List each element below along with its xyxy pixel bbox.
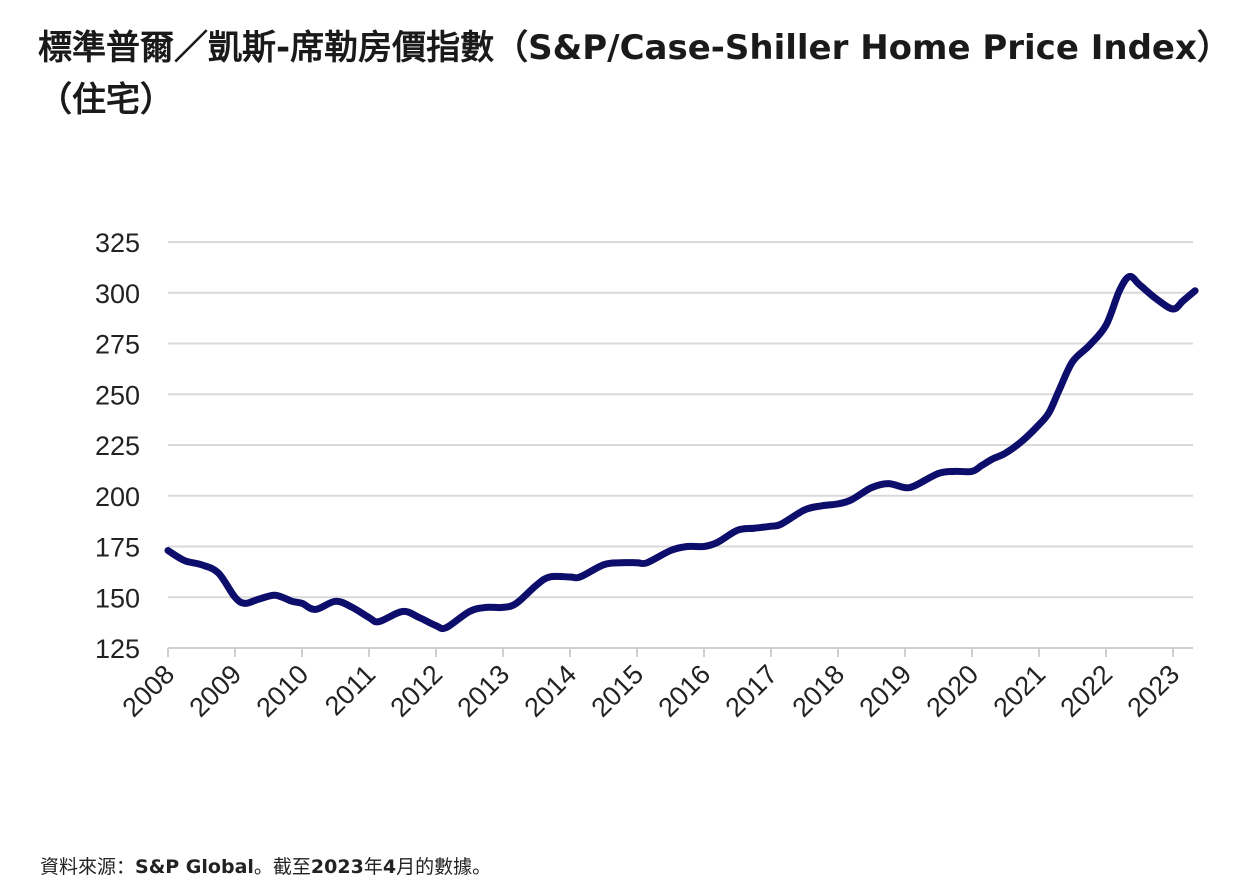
x-tick-label: 2011 [319,659,381,721]
x-tick-label: 2015 [586,659,650,723]
footnote-year: 2023 [310,856,364,878]
footnote-suffix: 月的數據。 [396,856,492,878]
y-tick-label: 175 [95,533,140,563]
footnote-source: S&P Global [135,856,254,878]
line-chart: 125 150 175 200 225 250 275 300 325 2008 2009 2010… [95,228,1199,723]
x-tick-label: 2020 [921,659,985,723]
x-tick-label: 2023 [1122,659,1186,723]
x-tick-label: 2014 [519,659,583,723]
y-tick-label: 225 [95,431,140,461]
x-tick-label: 2022 [1055,659,1119,723]
x-tick-label: 2013 [452,659,516,723]
footnote-mid: 。截至 [253,856,311,878]
footnote-prefix: 資料來源： [40,856,136,878]
footnote-year-suffix: 年 [363,856,383,878]
y-tick-label: 150 [95,583,140,613]
series-line [164,272,1199,633]
x-tick-label: 2009 [184,659,248,723]
x-tick-label: 2010 [251,659,315,723]
y-tick-label: 275 [95,330,140,360]
x-tick-label: 2017 [720,659,784,723]
x-axis: 2008 2009 2010 2011 2012 2013 2014 2015 2016 2017… [117,647,1193,723]
series [164,272,1199,633]
y-tick-label: 125 [95,634,140,664]
x-tick-label: 2021 [988,659,1052,723]
y-tick-label: 250 [95,380,140,410]
y-tick-label: 300 [95,279,140,309]
y-tick-label: 200 [95,482,140,512]
x-tick-label: 2008 [117,659,181,723]
chart-title: 標準普爾／凱斯-席勒房價指數（S&P/Case-Shiller Home Pri… [38,28,1214,120]
y-tick-label: 325 [95,228,140,258]
y-axis-ticks: 125 150 175 200 225 250 275 300 325 [95,228,140,664]
x-tick-label: 2018 [787,659,851,723]
footnote: 資料來源：S&P Global。截至2023年4月的數據。 [40,852,491,879]
x-tick-label: 2019 [854,659,918,723]
x-tick-label: 2016 [653,659,717,723]
footnote-month: 4 [382,856,397,878]
x-tick-label: 2012 [385,659,449,723]
